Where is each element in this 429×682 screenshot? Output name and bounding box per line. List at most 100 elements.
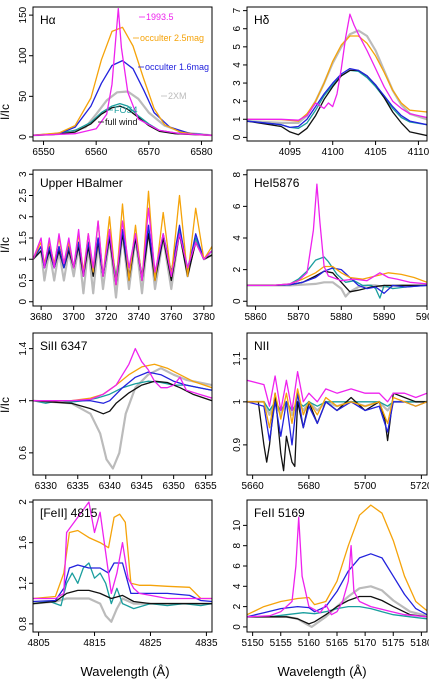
series-line-full-wind [247, 595, 427, 625]
y-tick-label: 1.4 [18, 341, 29, 355]
y-tick-label: 4 [232, 235, 243, 241]
plot-frame [246, 6, 428, 142]
series-group [33, 7, 212, 137]
series-line-2xm [33, 367, 212, 470]
y-tick-label: 6 [232, 563, 243, 569]
x-tick-label: 5150 [242, 638, 265, 649]
x-tick-label: 5880 [330, 312, 353, 323]
x-tick-label: 6570 [138, 147, 161, 158]
series-line-1993-5 [33, 7, 212, 136]
series-group [247, 504, 427, 629]
y-tick-label: 8 [232, 172, 243, 178]
series-line-1993-5 [247, 183, 427, 287]
y-tick-label: 0 [232, 624, 243, 630]
series-line-full-wind [247, 392, 427, 472]
x-tick-label: 6350 [163, 481, 186, 492]
y-tick-label: 0.6 [18, 445, 29, 459]
y-tick-label: 1.1 [232, 351, 243, 365]
x-tick-label: 6580 [190, 147, 213, 158]
x-tick-label: 4095 [279, 147, 302, 158]
y-tick-label: 3 [232, 80, 243, 86]
y-tick-label: 1 [232, 399, 243, 405]
y-tick-label: 0.9 [232, 437, 243, 451]
x-tick-label: 3700 [63, 312, 86, 323]
series-line-occulter-1-6mag [247, 553, 427, 618]
series-line-1993-5 [247, 13, 427, 121]
x-tick-label: 4815 [83, 638, 106, 649]
y-tick-label: 2.5 [18, 188, 29, 202]
series-group [33, 347, 212, 470]
x-tick-label: 6335 [67, 481, 90, 492]
panel-title: SiII 6347 [40, 339, 88, 353]
x-tick-label: 5660 [242, 481, 265, 492]
x-tick-label: 5890 [373, 312, 396, 323]
series-group [33, 190, 212, 299]
series-line-1993-5 [247, 371, 427, 412]
y-tick-label: 1 [18, 256, 29, 262]
x-tick-label: 4100 [322, 147, 345, 158]
y-tick-label: 1.5 [18, 231, 29, 245]
series-line-occulter-2-5mag [33, 513, 212, 600]
y-tick-label: 7 [232, 7, 243, 13]
y-tick-label: 2 [18, 214, 29, 220]
y-tick-label: 0 [232, 298, 243, 304]
x-axis-label-right: Wavelength (Å) [277, 664, 366, 679]
y-tick-label: 6 [232, 26, 243, 32]
panel-title: FeII 5169 [254, 506, 305, 520]
y-tick-label: 1 [232, 116, 243, 122]
x-tick-label: 4825 [139, 638, 162, 649]
x-tick-label: 6560 [85, 147, 108, 158]
x-tick-label: 3680 [30, 312, 53, 323]
series-line-1993-5 [33, 501, 212, 600]
x-tick-label: 5165 [326, 638, 349, 649]
x-tick-label: 5700 [354, 481, 377, 492]
series-line-occulter-2-5mag [247, 388, 427, 429]
y-tick-label: 2 [232, 266, 243, 272]
y-tick-label: 2 [232, 603, 243, 609]
y-tick-label: 0.5 [18, 273, 29, 287]
x-tick-label: 6355 [194, 481, 217, 492]
y-tick-label: 5 [232, 44, 243, 50]
series-group [247, 13, 427, 137]
y-tick-label: 0 [232, 134, 243, 140]
chart-panel-4: 5860 5870 5880 5890 5900 0 2 4 6 8 HeI5876 [232, 169, 429, 323]
x-tick-label: 5680 [298, 481, 321, 492]
series-annotation: 1993.5 [146, 12, 174, 22]
x-tick-label: 3760 [160, 312, 183, 323]
x-axis-label-left: Wavelength (Å) [80, 664, 169, 679]
series-line-occulter-2-5mag [247, 504, 427, 616]
series-annotation: 2XM [168, 91, 187, 101]
series-line-occulter-1-6mag [247, 67, 427, 129]
y-tick-label: 100 [18, 47, 29, 64]
series-annotation: occulter 1.6mag [145, 62, 209, 72]
x-tick-label: 3740 [128, 312, 151, 323]
x-tick-label: 6345 [131, 481, 154, 492]
series-line-occulter-2-5mag [247, 35, 427, 122]
y-tick-label: 3 [18, 171, 29, 177]
x-tick-label: 3780 [193, 312, 216, 323]
x-tick-label: 5170 [354, 638, 377, 649]
series-line-1993-5 [33, 347, 212, 402]
x-tick-label: 6340 [99, 481, 122, 492]
series-line-1993-5 [247, 516, 427, 618]
series-line-occulter-2-5mag [247, 265, 427, 287]
y-tick-label: 8 [232, 542, 243, 548]
series-annotation: FOS4 [114, 105, 138, 115]
chart-panel-2: 4095 4100 4105 4110 0 1 2 3 4 5 6 7 Hδ [232, 6, 429, 158]
x-tick-label: 6550 [32, 147, 55, 158]
series-line-full-wind [33, 380, 212, 415]
y-tick-label: 4 [232, 583, 243, 589]
panel-title: Upper HBalmer [40, 176, 123, 190]
series-annotation: full wind [105, 117, 138, 127]
y-tick-label: 10 [232, 519, 243, 531]
x-tick-label: 4835 [195, 638, 218, 649]
series-line-fos4 [33, 562, 212, 610]
y-tick-label: 4 [232, 62, 243, 68]
series-line-occulter-1-6mag [247, 267, 427, 294]
series-line-2xm [247, 29, 427, 125]
y-tick-label: 0.8 [18, 616, 29, 630]
y-tick-label: 1.6 [18, 535, 29, 549]
x-tick-label: 5175 [382, 638, 405, 649]
